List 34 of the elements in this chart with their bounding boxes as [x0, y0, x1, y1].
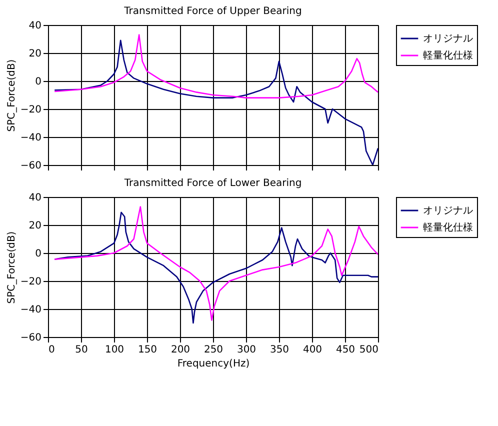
x-tick-label: 500 [359, 344, 378, 356]
x-tick-label: 150 [138, 344, 158, 356]
chart-title: Transmitted Force of Lower Bearing [123, 178, 302, 189]
y-tick-label: 20 [28, 220, 42, 232]
legend-label: 軽量化仕様 [423, 50, 473, 62]
x-tick-label: 200 [170, 344, 190, 356]
x-tick-label: 450 [336, 344, 356, 356]
legend-label: オリジナル [423, 206, 473, 216]
y-tick-label: −20 [20, 276, 42, 288]
y-axis-title: SPC_Force(dB) [6, 231, 18, 304]
x-axis-title: Frequency(Hz) [177, 358, 250, 370]
y-tick-label: 0 [35, 76, 42, 88]
line-series [54, 40, 378, 165]
y-tick-label: −20 [20, 104, 42, 116]
y-tick-label: −40 [20, 304, 42, 316]
x-tick-label: 400 [302, 344, 322, 356]
x-tick-label: 50 [75, 344, 88, 356]
x-tick-label: 100 [104, 344, 124, 356]
y-axis-title: SPC_Force(dB) [6, 59, 18, 132]
y-tick-label: 20 [28, 48, 42, 60]
x-tick-label: 350 [270, 344, 290, 356]
y-tick-label: −60 [20, 160, 42, 172]
x-tick-label: 0 [48, 344, 55, 356]
x-tick-label: 250 [204, 344, 224, 356]
x-tick-label: 300 [236, 344, 256, 356]
y-tick-label: 40 [28, 192, 42, 204]
chart-title: Transmitted Force of Upper Bearing [123, 6, 302, 17]
line-series [54, 34, 378, 98]
legend-label: 軽量化仕様 [423, 222, 473, 234]
legend-label: オリジナル [423, 34, 473, 44]
y-tick-label: 0 [35, 248, 42, 260]
y-tick-label: −60 [20, 332, 42, 344]
y-tick-label: 40 [28, 20, 42, 32]
y-tick-label: −40 [20, 132, 42, 144]
